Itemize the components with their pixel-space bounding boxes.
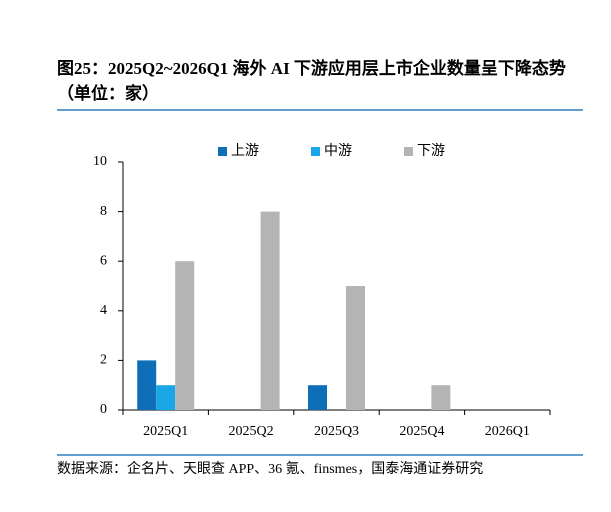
legend-swatch (218, 147, 227, 156)
chart-title: 图25：2025Q2~2026Q1 海外 AI 下游应用层上市企业数量呈下降态势… (57, 59, 566, 103)
legend-label: 中游 (324, 143, 352, 159)
bar (346, 286, 365, 410)
x-tick-label: 2025Q3 (314, 424, 359, 439)
bar (137, 360, 157, 410)
legend-swatch (404, 147, 413, 156)
x-tick-label: 2026Q1 (485, 424, 530, 439)
y-tick-label: 8 (100, 204, 107, 219)
legend-label: 上游 (231, 143, 259, 159)
y-tick-label: 2 (100, 353, 107, 368)
y-tick-label: 10 (93, 154, 107, 169)
bar (260, 211, 280, 410)
bar (175, 261, 195, 410)
bar (308, 385, 327, 410)
legend-swatch (311, 147, 320, 156)
legend-label: 下游 (417, 143, 445, 159)
x-tick-label: 2025Q4 (399, 424, 444, 439)
y-tick-label: 4 (100, 303, 107, 318)
x-tick-label: 2025Q1 (143, 424, 188, 439)
y-tick-label: 0 (100, 402, 107, 417)
x-tick-label: 2025Q2 (229, 424, 274, 439)
source-note: 数据来源：企名片、天眼查 APP、36 氪、finsmes，国泰海通证券研究 (57, 462, 484, 477)
bar (431, 385, 451, 410)
y-tick-label: 6 (100, 253, 107, 268)
bar (156, 385, 176, 410)
